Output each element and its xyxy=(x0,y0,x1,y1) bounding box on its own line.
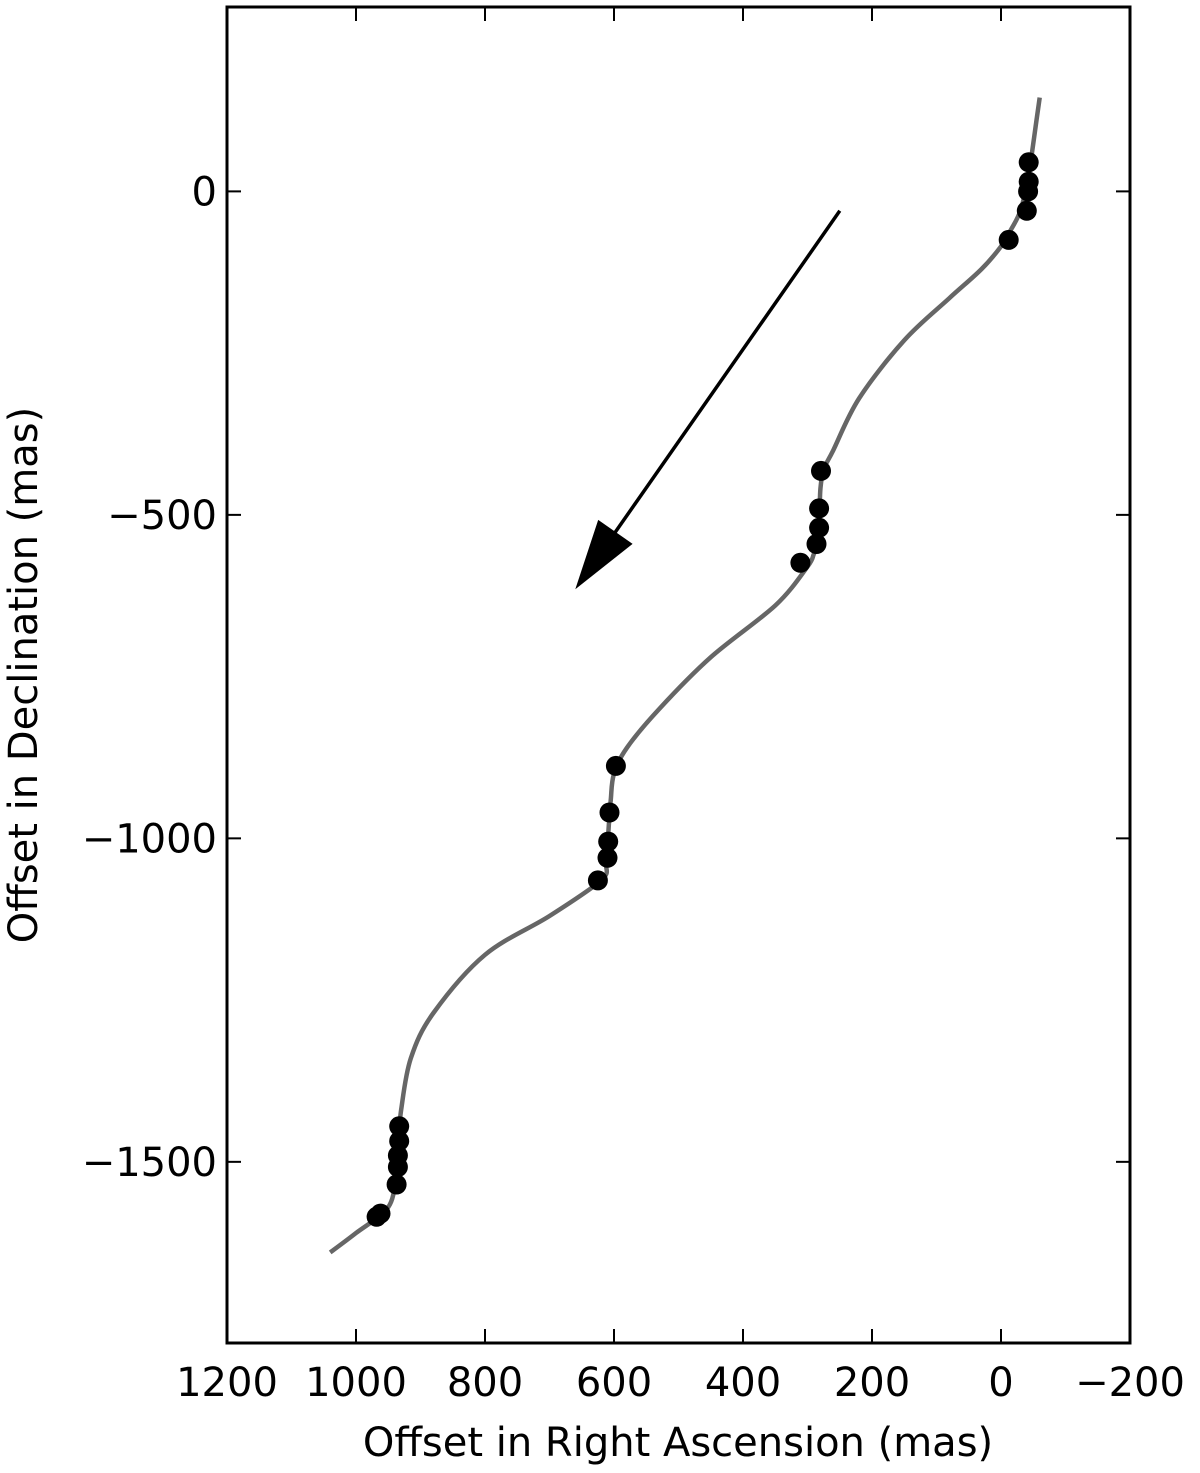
data-point xyxy=(366,1206,387,1227)
plot-frame xyxy=(225,5,1132,1345)
chart-marks xyxy=(328,97,1042,1255)
data-point xyxy=(389,1131,410,1152)
data-point xyxy=(1018,152,1039,173)
data-point xyxy=(387,1157,408,1177)
x-tick-label: −200 xyxy=(1075,1360,1185,1406)
proper-motion-arrow-head xyxy=(575,519,633,590)
data-point xyxy=(598,831,619,852)
data-point xyxy=(597,847,618,868)
axis-ticks: 1200 1000 800 600 400 200 0 −200 0 −500 −1000 −1500 xyxy=(82,7,1185,1406)
x-tick-label: 600 xyxy=(576,1360,652,1406)
data-point xyxy=(809,517,830,538)
data-point xyxy=(605,755,626,776)
data-point xyxy=(1018,181,1039,202)
data-point xyxy=(587,870,608,891)
data-point xyxy=(599,802,620,823)
y-tick-label: −500 xyxy=(107,493,217,539)
data-point xyxy=(811,460,831,481)
x-tick-label: 1000 xyxy=(305,1360,407,1406)
x-axis-label: Offset in Right Ascension (mas) xyxy=(363,1420,993,1466)
x-tick-label: 200 xyxy=(834,1360,910,1406)
data-point xyxy=(998,229,1019,250)
proper-motion-arrow-shaft xyxy=(585,209,842,574)
y-tick-label: 0 xyxy=(192,169,217,215)
motion-track-curve xyxy=(328,97,1042,1255)
y-tick-label: −1000 xyxy=(82,816,217,862)
x-tick-label: 800 xyxy=(447,1360,523,1406)
data-point xyxy=(809,498,830,519)
y-tick-label: −1500 xyxy=(82,1140,217,1186)
x-tick-label: 0 xyxy=(988,1360,1013,1406)
data-point xyxy=(806,534,827,554)
data-point xyxy=(389,1116,410,1137)
y-axis-label: Offset in Declination (mas) xyxy=(1,407,47,943)
x-tick-label: 400 xyxy=(705,1360,781,1406)
data-point xyxy=(790,552,811,573)
data-point xyxy=(386,1174,407,1195)
x-tick-label: 1200 xyxy=(176,1360,278,1406)
data-point xyxy=(1016,200,1037,221)
